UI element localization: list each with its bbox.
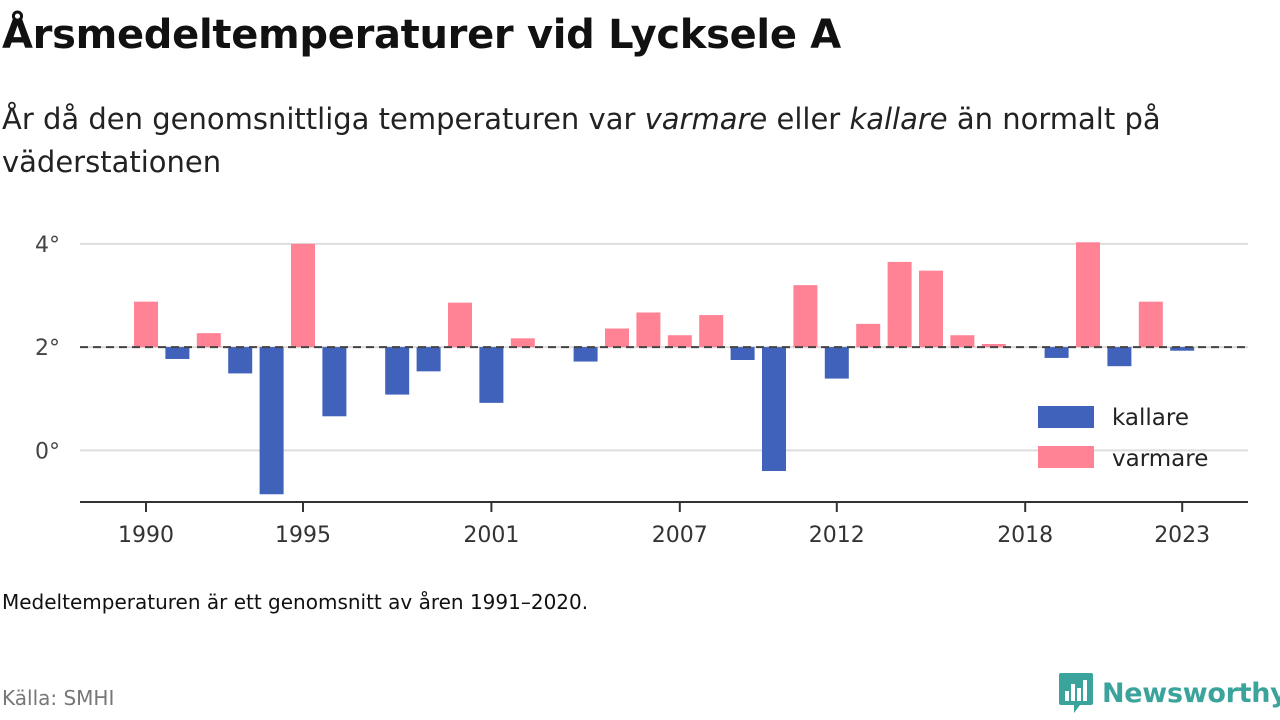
bar-2017 (981, 343, 1006, 348)
newsworthy-logo-icon (1059, 673, 1093, 713)
x-tick-label: 2023 (1154, 523, 1210, 548)
bar-1994 (259, 347, 284, 495)
footnote: Medeltemperaturen är ett genomsnitt av å… (2, 590, 589, 614)
subtitle-emphasis-warmer: varmare (644, 102, 768, 136)
bar-2021 (1107, 347, 1132, 367)
x-tick-label: 2001 (463, 523, 519, 548)
bar-2010 (762, 347, 786, 472)
legend-label-kallare: kallare (1112, 405, 1189, 431)
bar-2019 (1044, 347, 1069, 358)
bar-2015 (919, 270, 943, 348)
bar-2013 (856, 323, 881, 348)
bars (134, 242, 1195, 495)
legend-swatch-kallare (1038, 406, 1094, 428)
chart-subtitle: År då den genomsnittliga temperaturen va… (2, 98, 1272, 184)
bar-2016 (950, 335, 975, 348)
x-tick-label: 2018 (997, 523, 1053, 548)
x-tick-label: 1990 (118, 523, 174, 548)
chart-title: Årsmedeltemperaturer vid Lycksele A (2, 12, 841, 58)
y-tick-label: 4° (35, 233, 60, 258)
bar-2020 (1076, 242, 1100, 348)
x-tick-label: 2007 (652, 523, 708, 548)
bar-1990 (134, 301, 158, 348)
brand-logo: Newsworthy (1058, 670, 1280, 716)
bar-2012 (824, 347, 849, 379)
bar-2000 (448, 302, 472, 348)
bar-1998 (385, 347, 410, 395)
legend-swatch-varmare (1038, 446, 1094, 468)
bar-1992 (196, 333, 221, 348)
subtitle-text-2: eller (767, 102, 850, 136)
x-tick-label: 1995 (275, 523, 331, 548)
bar-2011 (793, 285, 818, 348)
subtitle-text-3: än normalt på väderstationen (2, 102, 1161, 179)
bar-2014 (887, 261, 912, 348)
bar-chart: 0° 2° 4° 1990 1995 2001 2007 2012 2018 2023 kall… (35, 233, 1248, 548)
subtitle-text-1: År då den genomsnittliga temperaturen va… (2, 102, 645, 136)
x-axis-ticks: 1990 1995 2001 2007 2012 2018 2023 (118, 502, 1210, 548)
subtitle-emphasis-colder: kallare (849, 102, 948, 136)
bar-1999 (416, 347, 441, 372)
legend-label-varmare: varmare (1112, 446, 1208, 472)
y-tick-label: 0° (35, 439, 60, 464)
x-tick-label: 2012 (809, 523, 865, 548)
bar-2002 (510, 338, 535, 348)
bar-2009 (730, 347, 755, 360)
bar-2022 (1138, 301, 1163, 348)
bar-2006 (636, 312, 661, 348)
bar-1991 (165, 347, 190, 359)
bar-1993 (228, 347, 253, 374)
bar-1995 (291, 243, 315, 348)
bar-2004 (573, 347, 598, 362)
brand-name: Newsworthy (1102, 677, 1280, 709)
legend: kallare varmare (1038, 405, 1208, 472)
bar-2023 (1170, 347, 1195, 351)
bar-2001 (479, 347, 504, 403)
source-credit: Källa: SMHI (2, 686, 115, 710)
bar-2007 (667, 335, 692, 348)
bar-2005 (605, 328, 629, 348)
bar-1996 (322, 347, 347, 417)
bar-2008 (699, 315, 724, 348)
y-tick-label: 2° (35, 336, 60, 361)
y-axis-labels: 0° 2° 4° (35, 233, 60, 465)
